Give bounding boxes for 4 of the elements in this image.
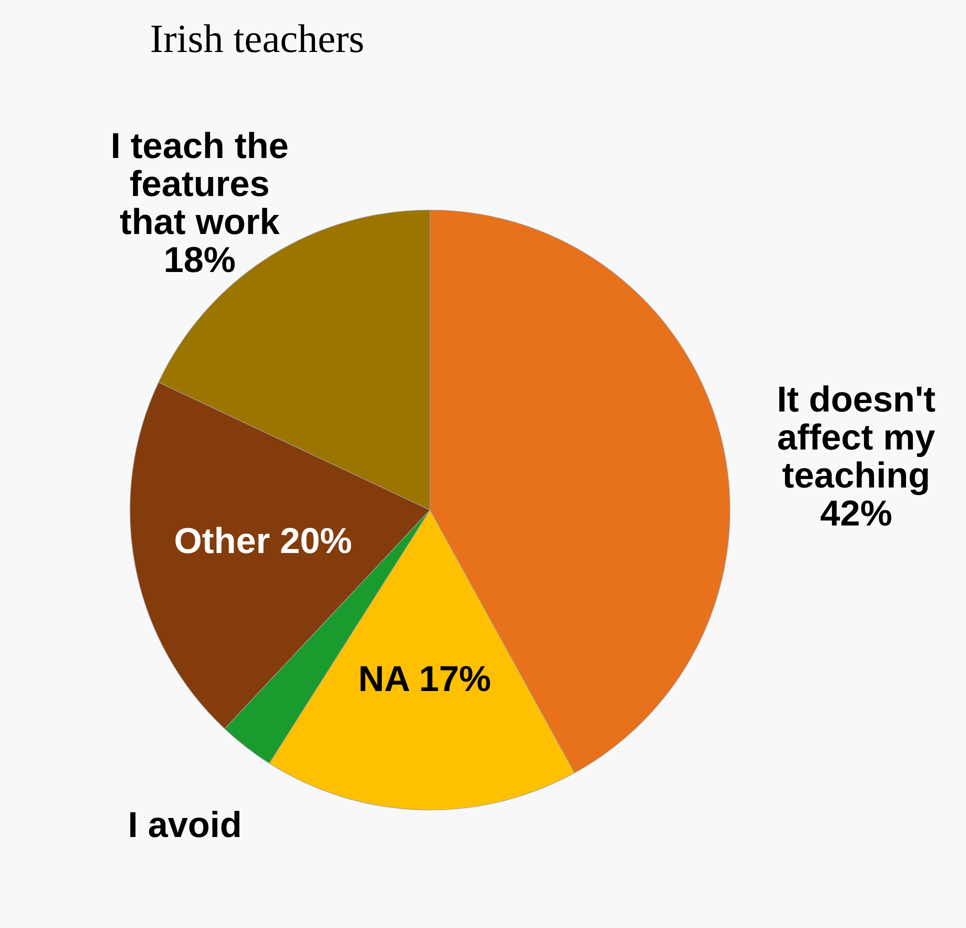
slice-label: Other 20% [174,520,352,561]
slice-label: NA 17% [358,658,492,699]
chart-title: Irish teachers [150,16,364,61]
slice-label: I avoid [128,804,242,846]
